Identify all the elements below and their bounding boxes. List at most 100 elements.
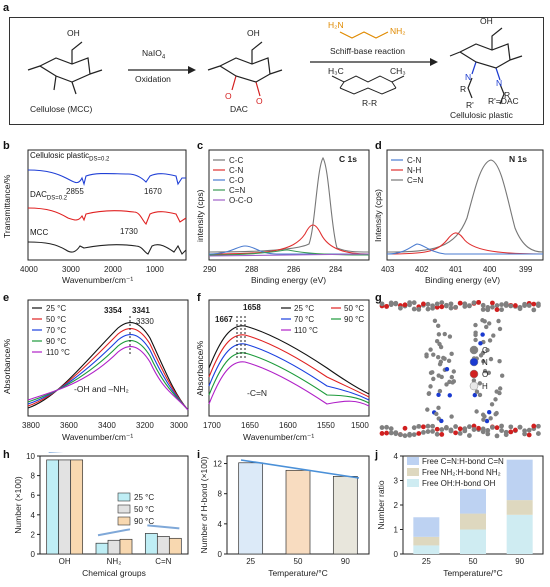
g-legend-dot-1 — [469, 357, 479, 367]
e-series-3 — [27, 340, 189, 411]
product-label: Cellulosic plastic — [450, 110, 513, 120]
atom — [536, 431, 541, 436]
h-xtick-0: OH — [59, 557, 71, 566]
h-bar-1-2 — [119, 538, 133, 555]
panel-label-c: c — [197, 140, 204, 152]
h-bar-0-2 — [70, 459, 84, 555]
atom — [447, 393, 452, 398]
atom — [451, 369, 456, 374]
j-ytick-2: 2 — [394, 501, 399, 510]
h-trend-arrow-2 — [147, 524, 180, 530]
number-ratio-chart: 0 1 2 3 4 25 50 90 Temperature/°C Number ratio Fre… — [376, 452, 544, 578]
rr-label: R-R — [362, 98, 378, 108]
e-series-1 — [27, 328, 189, 411]
co-peak — [208, 245, 369, 255]
panel-label-h: h — [3, 449, 10, 461]
d-xlabel: Binding energy (eV) — [425, 275, 500, 285]
c-xtick-1: 288 — [245, 265, 259, 274]
c-xlabel: Binding energy (eV) — [251, 275, 326, 285]
d-legend: C-NN-HC=N — [391, 156, 423, 185]
atom — [435, 355, 441, 360]
atom — [437, 361, 443, 367]
atom — [499, 423, 504, 429]
n1s-plot: 403 402 401 400 399 Binding energy (eV) … — [381, 149, 544, 285]
panel-c-xps-c1s: 290 288 286 284 Binding energy (eV) C 1s… — [195, 148, 373, 286]
panel-e-ftir-oh: 3800 3600 3400 3200 3000 Wavenumber/cm⁻¹… — [2, 298, 193, 444]
atom — [494, 433, 500, 439]
atom — [424, 352, 429, 357]
b-label-plastic: Cellulosic plasticDS=0.2 — [30, 151, 110, 163]
nh-peak — [386, 232, 544, 255]
atom — [480, 350, 486, 356]
d-xtick-3: 400 — [483, 265, 497, 274]
plot-frame — [27, 149, 187, 261]
atom — [431, 376, 436, 382]
atom — [480, 332, 485, 337]
atom — [494, 389, 499, 394]
atom — [388, 426, 394, 432]
atom — [434, 426, 440, 432]
f-legend-label-1: 50 °C — [344, 304, 364, 313]
atom — [488, 356, 494, 362]
f-xtick-2: 1600 — [279, 421, 297, 430]
atom — [503, 303, 509, 308]
h-bar-0-0 — [46, 459, 60, 555]
plot-frame — [386, 149, 544, 261]
atom — [439, 374, 444, 380]
j-ytick-4: 4 — [394, 452, 399, 461]
j-bar-2-1 — [506, 500, 533, 515]
atom — [476, 425, 481, 431]
d-legend-label-0: C-N — [407, 156, 421, 165]
atom — [462, 301, 468, 307]
j-bar-1-0 — [460, 529, 486, 554]
b-annot-1730: 1730 — [120, 227, 138, 236]
h-ytick-2: 4 — [31, 511, 36, 520]
atom — [477, 381, 483, 386]
e-note: -OH and –NH₂ — [74, 384, 129, 394]
atom — [499, 307, 504, 313]
e-xlabel: Wavenumber/cm⁻¹ — [62, 432, 133, 442]
atom — [448, 301, 454, 307]
atom — [482, 368, 488, 374]
c-ylabel: intensity (cps) — [195, 189, 205, 242]
j-ylabel: Number ratio — [376, 480, 386, 529]
atom — [522, 428, 527, 434]
atom — [481, 417, 486, 422]
atom — [457, 430, 463, 436]
atom — [402, 302, 408, 308]
panel-label-g: g — [375, 292, 382, 304]
atom — [438, 344, 444, 350]
i-trend-arrow — [240, 459, 360, 479]
atom — [513, 303, 518, 308]
atom — [449, 351, 454, 357]
f-legend-label-3: 90 °C — [344, 315, 364, 324]
h-xtick-1: NH₂ — [107, 557, 122, 566]
panel-label-b: b — [3, 140, 10, 152]
atom — [476, 299, 481, 305]
j-xtick-1: 50 — [469, 557, 478, 566]
imine-n-right: N — [496, 78, 503, 88]
g-legend-label-3: H — [482, 382, 488, 391]
j-ytick-0: 0 — [394, 550, 399, 559]
atom — [439, 432, 445, 437]
atom — [491, 333, 496, 338]
panel-label-i: i — [197, 449, 201, 461]
oxidation-arrow — [128, 66, 196, 74]
r-left: R — [460, 84, 467, 94]
atom — [462, 428, 468, 434]
j-bar-0-0 — [413, 545, 440, 554]
atom — [449, 414, 454, 419]
j-bar-2-2 — [506, 459, 533, 501]
h-xlabel: Chemical groups — [82, 568, 146, 578]
h-legend-label-0: 25 °C — [134, 493, 154, 502]
atom — [508, 429, 514, 435]
atom — [444, 366, 450, 372]
atom — [499, 373, 505, 378]
e-legend-label-3: 90 °C — [46, 337, 66, 346]
h-ytick-1: 2 — [31, 530, 36, 539]
atom — [421, 424, 426, 430]
atom — [487, 321, 492, 326]
b-annot-2855: 2855 — [66, 187, 84, 196]
atom — [496, 318, 501, 324]
i-bar-2 — [332, 476, 358, 555]
